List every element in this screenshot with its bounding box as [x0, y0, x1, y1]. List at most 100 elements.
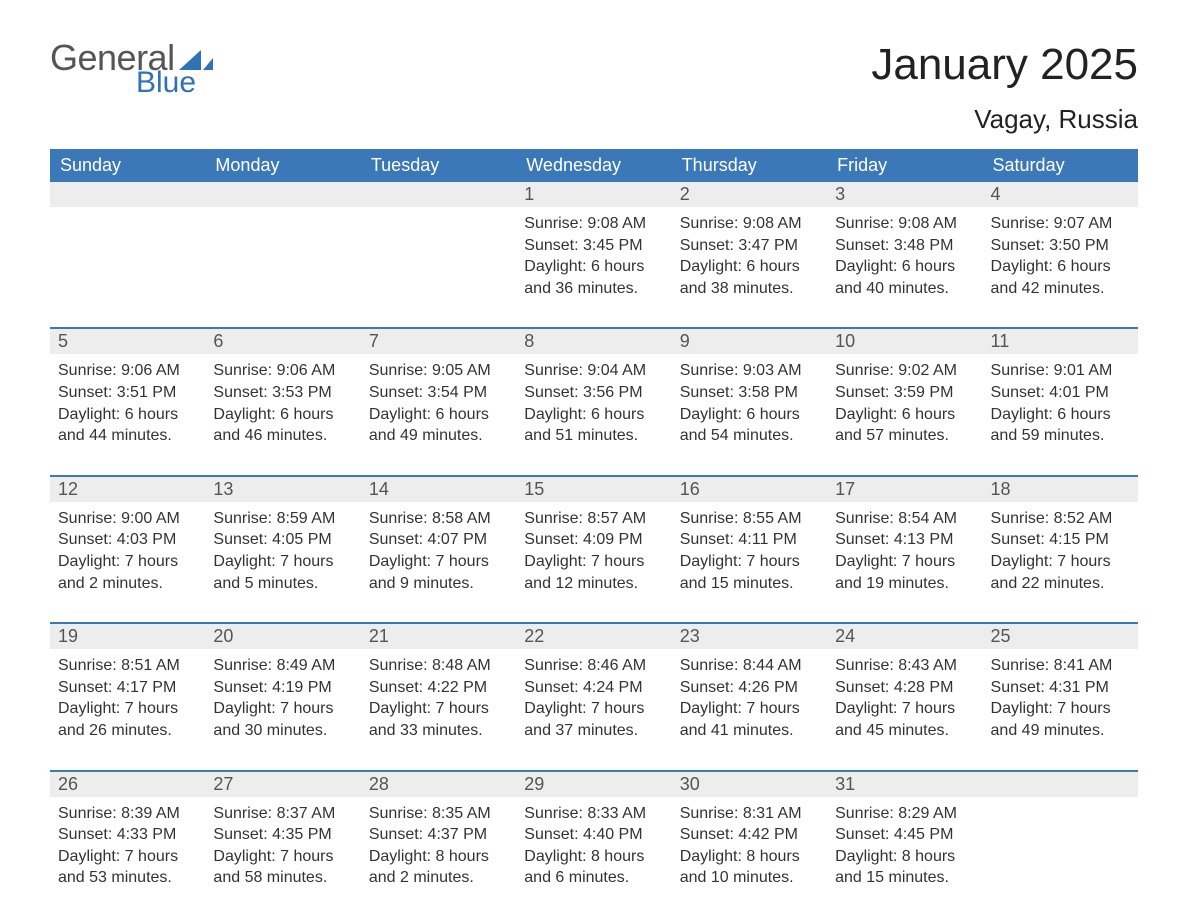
daylight-line: Daylight: 6 hours and 40 minutes. [835, 256, 974, 299]
daylight-line: Daylight: 7 hours and 5 minutes. [213, 551, 352, 594]
weekday-header-row: Sunday Monday Tuesday Wednesday Thursday… [50, 149, 1138, 182]
col-wed: Wednesday [516, 149, 671, 182]
daylight-line: Daylight: 6 hours and 46 minutes. [213, 404, 352, 447]
logo-word2: Blue [136, 68, 213, 98]
sunrise-line: Sunrise: 9:07 AM [991, 213, 1130, 235]
day-number: 16 [672, 476, 827, 502]
sunset-line: Sunset: 3:48 PM [835, 235, 974, 257]
day-number: 8 [516, 328, 671, 354]
daylight-line: Daylight: 6 hours and 59 minutes. [991, 404, 1130, 447]
daylight-line: Daylight: 7 hours and 53 minutes. [58, 846, 197, 889]
sunset-line: Sunset: 4:05 PM [213, 529, 352, 551]
day-number: 11 [983, 328, 1138, 354]
sunrise-line: Sunrise: 8:51 AM [58, 655, 197, 677]
day-number: 5 [50, 328, 205, 354]
sunrise-line: Sunrise: 8:49 AM [213, 655, 352, 677]
sunrise-line: Sunrise: 8:31 AM [680, 803, 819, 825]
daylight-line: Daylight: 8 hours and 15 minutes. [835, 846, 974, 889]
col-tue: Tuesday [361, 149, 516, 182]
sunrise-line: Sunrise: 9:04 AM [524, 360, 663, 382]
day-number: 25 [983, 623, 1138, 649]
week-detail-row: Sunrise: 8:51 AMSunset: 4:17 PM Daylight:… [50, 649, 1138, 770]
title-block: January 2025 Vagay, Russia [871, 40, 1138, 135]
day-number: 2 [672, 182, 827, 207]
day-details: Sunrise: 8:41 AMSunset: 4:31 PMDaylight:… [983, 649, 1138, 770]
week-daynum-row: 19202122232425 [50, 623, 1138, 649]
sunset-line: Sunset: 4:15 PM [991, 529, 1130, 551]
empty-cell [361, 207, 516, 328]
sunrise-line: Sunrise: 9:02 AM [835, 360, 974, 382]
day-number: 19 [50, 623, 205, 649]
logo: General Blue [50, 40, 213, 98]
daylight-line: Daylight: 6 hours and 42 minutes. [991, 256, 1130, 299]
day-details: Sunrise: 8:35 AMSunset: 4:37 PMDaylight:… [361, 797, 516, 917]
daylight-line: Daylight: 7 hours and 33 minutes. [369, 698, 508, 741]
sunset-line: Sunset: 4:17 PM [58, 677, 197, 699]
day-number: 7 [361, 328, 516, 354]
col-mon: Monday [205, 149, 360, 182]
week-daynum-row: 567891011 [50, 328, 1138, 354]
sunrise-line: Sunrise: 8:35 AM [369, 803, 508, 825]
daylight-line: Daylight: 7 hours and 19 minutes. [835, 551, 974, 594]
sunrise-line: Sunrise: 8:44 AM [680, 655, 819, 677]
week-daynum-row: 262728293031 [50, 771, 1138, 797]
sunset-line: Sunset: 4:33 PM [58, 824, 197, 846]
week-detail-row: Sunrise: 9:00 AMSunset: 4:03 PMDaylight:… [50, 502, 1138, 623]
sunset-line: Sunset: 4:40 PM [524, 824, 663, 846]
day-number: 18 [983, 476, 1138, 502]
day-number: 28 [361, 771, 516, 797]
day-number: 15 [516, 476, 671, 502]
col-sun: Sunday [50, 149, 205, 182]
sunrise-line: Sunrise: 8:59 AM [213, 508, 352, 530]
sunrise-line: Sunrise: 8:55 AM [680, 508, 819, 530]
day-number: 27 [205, 771, 360, 797]
day-number: 29 [516, 771, 671, 797]
sunset-line: Sunset: 4:26 PM [680, 677, 819, 699]
page-title: January 2025 [871, 40, 1138, 90]
daylight-line: Daylight: 7 hours and 15 minutes. [680, 551, 819, 594]
week-daynum-row: 1234 [50, 182, 1138, 207]
sunrise-line: Sunrise: 8:29 AM [835, 803, 974, 825]
day-number: 10 [827, 328, 982, 354]
sunset-line: Sunset: 4:45 PM [835, 824, 974, 846]
sunset-line: Sunset: 4:01 PM [991, 382, 1130, 404]
sunrise-line: Sunrise: 8:39 AM [58, 803, 197, 825]
day-number: 24 [827, 623, 982, 649]
daylight-line: Daylight: 7 hours and 41 minutes. [680, 698, 819, 741]
empty-cell [50, 207, 205, 328]
location: Vagay, Russia [871, 104, 1138, 135]
day-details: Sunrise: 8:43 AMSunset: 4:28 PMDaylight:… [827, 649, 982, 770]
daylight-line: Daylight: 7 hours and 9 minutes. [369, 551, 508, 594]
day-number: 23 [672, 623, 827, 649]
day-details: Sunrise: 8:55 AMSunset: 4:11 PMDaylight:… [672, 502, 827, 623]
day-number: 20 [205, 623, 360, 649]
day-details: Sunrise: 8:48 AMSunset: 4:22 PMDaylight:… [361, 649, 516, 770]
day-details: Sunrise: 8:46 AMSunset: 4:24 PMDaylight:… [516, 649, 671, 770]
daylight-line: Daylight: 8 hours and 10 minutes. [680, 846, 819, 889]
sunrise-line: Sunrise: 9:08 AM [680, 213, 819, 235]
daylight-line: Daylight: 7 hours and 37 minutes. [524, 698, 663, 741]
day-details: Sunrise: 9:02 AMSunset: 3:59 PMDaylight:… [827, 354, 982, 475]
sunset-line: Sunset: 4:13 PM [835, 529, 974, 551]
sunrise-line: Sunrise: 8:41 AM [991, 655, 1130, 677]
day-details: Sunrise: 8:31 AMSunset: 4:42 PMDaylight:… [672, 797, 827, 917]
sunrise-line: Sunrise: 9:08 AM [835, 213, 974, 235]
day-details: Sunrise: 9:05 AMSunset: 3:54 PMDaylight:… [361, 354, 516, 475]
sunrise-line: Sunrise: 9:01 AM [991, 360, 1130, 382]
day-details: Sunrise: 9:08 AMSunset: 3:48 PMDaylight:… [827, 207, 982, 328]
week-detail-row: Sunrise: 8:39 AMSunset: 4:33 PMDaylight:… [50, 797, 1138, 917]
empty-cell [983, 797, 1138, 917]
day-details: Sunrise: 8:49 AMSunset: 4:19 PMDaylight:… [205, 649, 360, 770]
sunset-line: Sunset: 3:51 PM [58, 382, 197, 404]
day-number: 26 [50, 771, 205, 797]
sunset-line: Sunset: 4:37 PM [369, 824, 508, 846]
sunset-line: Sunset: 3:47 PM [680, 235, 819, 257]
col-fri: Friday [827, 149, 982, 182]
day-details: Sunrise: 8:58 AMSunset: 4:07 PMDaylight:… [361, 502, 516, 623]
sunset-line: Sunset: 3:59 PM [835, 382, 974, 404]
empty-cell [50, 182, 205, 207]
sunset-line: Sunset: 3:54 PM [369, 382, 508, 404]
day-number: 17 [827, 476, 982, 502]
daylight-line: Daylight: 6 hours and 51 minutes. [524, 404, 663, 447]
sunset-line: Sunset: 4:35 PM [213, 824, 352, 846]
